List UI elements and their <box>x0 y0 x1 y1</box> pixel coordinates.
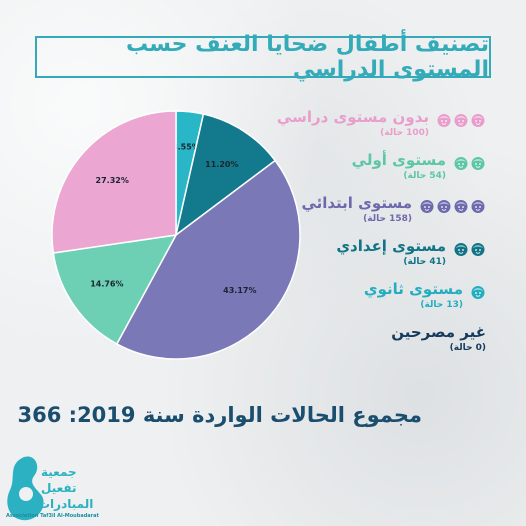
legend-count: (41 حالة) <box>403 257 446 267</box>
pie-slice-label: 43.17% <box>223 286 256 295</box>
legend-label: بدون مستوى دراسي <box>276 108 429 126</box>
chart-title: تصنيف أطفال ضحايا العنف حسب المستوى الدر… <box>125 32 489 82</box>
logo-text-line1: جمعية <box>41 465 77 479</box>
pie-slice-label: 3.55% <box>172 142 200 151</box>
child-head-icon <box>471 286 485 299</box>
legend-icons <box>470 284 486 300</box>
child-head-icon <box>471 157 485 170</box>
legend-count: (100 حالة) <box>380 128 429 138</box>
logo-text-english: Association Taf3il Al-Moubadarat <box>6 513 99 519</box>
legend-label: مستوى ثانوي <box>363 280 463 298</box>
child-head-icon <box>471 243 485 256</box>
legend: بدون مستوى دراسي (100 حالة) مستوى أولي (54… <box>277 108 486 366</box>
chart-title-box: تصنيف أطفال ضحايا العنف حسب المستوى الدر… <box>35 32 491 82</box>
child-head-icon <box>437 114 451 127</box>
child-head-icon <box>454 157 468 170</box>
child-head-icon <box>454 200 468 213</box>
association-logo-icon <box>7 456 44 521</box>
logo-text-line2: تفعيل <box>41 481 77 495</box>
legend-item: مستوى ابتدائي (158 حالة) <box>301 194 486 237</box>
legend-item: بدون مستوى دراسي (100 حالة) <box>277 108 486 151</box>
pie-slice <box>52 234 178 345</box>
pie-slice <box>174 113 277 237</box>
legend-icons <box>453 155 486 171</box>
legend-count: (13 حالة) <box>420 300 463 310</box>
pie-slice <box>51 110 177 254</box>
legend-item: مستوى ثانوي (13 حالة) <box>306 280 486 323</box>
legend-count: (158 حالة) <box>363 214 412 224</box>
legend-item: مستوى أولي (54 حالة) <box>306 151 486 194</box>
child-head-icon <box>437 200 451 213</box>
total-cases: مجموع الحالات الواردة سنة 2019: 366 <box>17 403 423 427</box>
pie-slice-label: 11.20% <box>205 160 238 169</box>
legend-label: غير مصرحين <box>391 323 486 341</box>
child-head-icon <box>471 200 485 213</box>
legend-count: (0 حالة) <box>449 343 486 353</box>
legend-item: مستوى إعدادي (41 حالة) <box>306 237 486 280</box>
legend-label: مستوى ابتدائي <box>301 194 412 212</box>
child-head-icon <box>471 114 485 127</box>
child-head-icon <box>454 243 468 256</box>
legend-label: مستوى إعدادي <box>336 237 446 255</box>
legend-icons <box>436 112 486 128</box>
pie-slice-label: 27.32% <box>96 176 129 185</box>
legend-icons <box>453 241 486 257</box>
pie-slice-label: 14.76% <box>90 279 123 288</box>
legend-icons <box>419 198 486 214</box>
legend-item: غير مصرحين (0 حالة) <box>306 323 486 366</box>
child-head-icon <box>420 200 434 213</box>
legend-label: مستوى أولي <box>351 151 446 169</box>
pie-slice <box>115 159 301 360</box>
logo-text-line3: المبادرات <box>38 497 94 511</box>
legend-count: (54 حالة) <box>403 171 446 181</box>
child-head-icon <box>454 114 468 127</box>
